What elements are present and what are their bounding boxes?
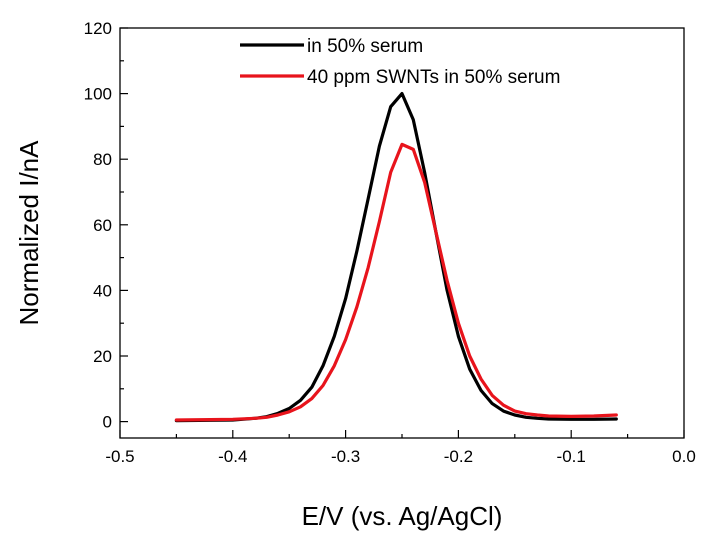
- plot-area: [174, 91, 618, 423]
- legend: in 50% serum 40 ppm SWNTs in 50% serum: [240, 36, 560, 88]
- y-tick-label: 80: [93, 150, 112, 169]
- axis-tick-labels: -0.5 -0.4 -0.3 -0.2 -0.1 0.0 0 20 40 60 80 100 120: [84, 19, 696, 466]
- x-tick-label: 0.0: [672, 447, 696, 466]
- y-axis-label: Normalized I/nA: [14, 140, 44, 326]
- plot-frame: [119, 27, 685, 439]
- series-line-0: [174, 91, 618, 423]
- axis-ticks: [119, 27, 685, 438]
- x-tick-label: -0.5: [105, 447, 134, 466]
- y-tick-label: 40: [93, 281, 112, 300]
- x-tick-label: -0.3: [331, 447, 360, 466]
- y-tick-label: 120: [84, 19, 112, 38]
- x-tick-label: -0.4: [218, 447, 247, 466]
- y-tick-label: 20: [93, 347, 112, 366]
- legend-label-1: 40 ppm SWNTs in 50% serum: [307, 67, 560, 88]
- y-tick-label: 0: [103, 413, 112, 432]
- y-tick-label: 60: [93, 216, 112, 235]
- x-axis-label: E/V (vs. Ag/AgCl): [302, 501, 503, 531]
- x-tick-label: -0.2: [444, 447, 473, 466]
- x-tick-label: -0.1: [557, 447, 586, 466]
- series-line-1: [174, 142, 618, 422]
- y-tick-label: 100: [84, 85, 112, 104]
- legend-label-0: in 50% serum: [307, 36, 423, 57]
